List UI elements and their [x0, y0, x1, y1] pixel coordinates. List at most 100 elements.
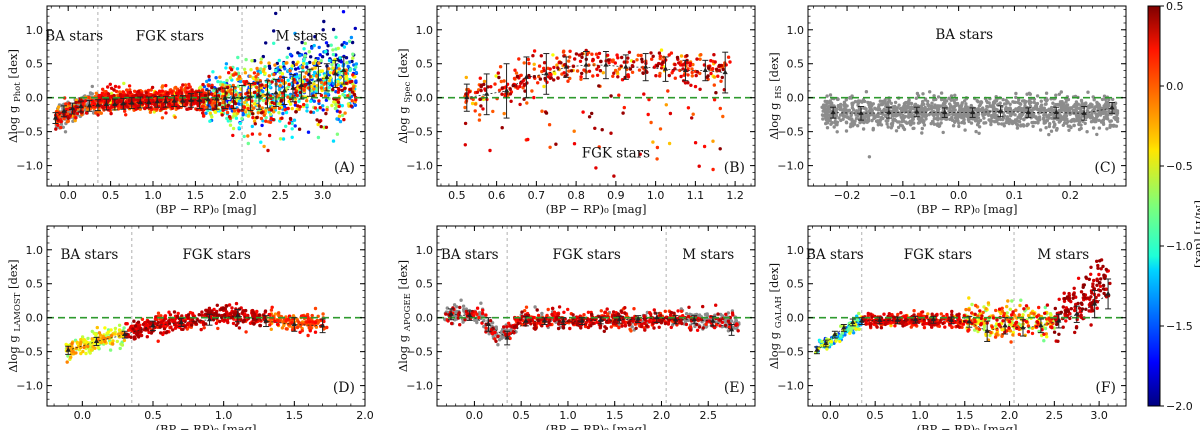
data-point: [234, 72, 238, 76]
data-point: [617, 93, 621, 97]
data-point: [607, 61, 611, 65]
scatter-points: [64, 301, 329, 364]
data-point: [336, 46, 340, 51]
data-point: [331, 139, 336, 143]
data-point: [1108, 123, 1113, 127]
data-point: [111, 342, 115, 346]
y-axis-label-main: Δlog g: [6, 102, 20, 143]
data-point: [876, 119, 880, 123]
data-point: [986, 105, 990, 109]
data-point: [984, 99, 989, 103]
y-tick-label: 1.0: [416, 24, 434, 37]
data-point: [898, 123, 903, 127]
data-point: [341, 92, 345, 97]
data-point: [258, 132, 262, 136]
binned-median-marker: [163, 98, 169, 104]
data-point: [496, 71, 500, 75]
data-point: [1021, 107, 1026, 111]
data-point: [208, 100, 212, 105]
data-point: [711, 167, 715, 172]
data-point: [640, 57, 644, 61]
data-point: [712, 53, 716, 57]
data-point: [244, 57, 248, 62]
data-point: [281, 62, 286, 66]
data-point: [920, 126, 924, 131]
data-point: [711, 67, 715, 71]
data-point: [927, 103, 931, 108]
data-point: [327, 81, 331, 86]
data-point: [669, 51, 674, 55]
data-point: [897, 103, 901, 107]
data-point: [981, 113, 985, 118]
data-point: [850, 106, 855, 110]
data-point: [301, 65, 305, 69]
data-point: [844, 121, 849, 125]
data-point: [655, 145, 660, 150]
y-tick-label: 1.0: [26, 24, 44, 37]
data-point: [318, 53, 322, 57]
data-point: [824, 121, 828, 126]
data-point: [909, 123, 913, 127]
data-point: [64, 107, 69, 112]
data-point: [616, 75, 620, 79]
data-point: [651, 140, 655, 144]
data-point: [895, 107, 899, 112]
binned-median-marker: [61, 108, 67, 113]
data-point: [532, 95, 536, 100]
data-point: [847, 108, 852, 113]
data-point: [106, 85, 110, 89]
data-point: [349, 35, 354, 40]
data-point: [941, 130, 945, 135]
data-point: [477, 118, 482, 122]
data-point: [181, 83, 185, 87]
y-tick-label: 0.5: [416, 58, 434, 71]
data-point: [277, 111, 281, 115]
data-point: [288, 116, 293, 121]
data-point: [269, 327, 273, 331]
data-point: [977, 104, 982, 108]
binned-median-marker: [197, 97, 203, 102]
data-point: [201, 82, 205, 87]
data-point: [108, 82, 113, 87]
data-point: [351, 86, 355, 90]
data-point: [310, 46, 314, 50]
data-point: [873, 115, 877, 120]
data-point: [303, 54, 307, 58]
data-point: [205, 79, 209, 84]
data-point: [164, 111, 168, 115]
data-point: [253, 122, 257, 126]
data-point: [628, 67, 633, 71]
data-point: [549, 76, 553, 80]
data-point: [354, 70, 358, 75]
data-point: [1012, 120, 1016, 125]
data-point: [1097, 118, 1101, 123]
data-point: [256, 72, 260, 76]
data-point: [512, 76, 517, 81]
data-point: [237, 74, 242, 79]
data-point: [288, 72, 293, 76]
data-point: [719, 79, 723, 83]
binned-median-marker: [95, 102, 101, 107]
data-point: [64, 342, 68, 347]
data-point: [321, 28, 325, 32]
data-point: [242, 80, 246, 84]
region-label: BA stars: [935, 27, 993, 43]
x-tick-label: 3.0: [314, 189, 332, 202]
x-tick-label: 0.6: [488, 189, 506, 202]
data-point: [308, 60, 312, 65]
data-point: [94, 91, 99, 96]
data-point: [151, 98, 155, 102]
data-point: [825, 99, 829, 104]
data-point: [580, 55, 584, 59]
data-point: [228, 123, 233, 127]
data-point: [243, 71, 248, 75]
data-point: [497, 75, 501, 80]
data-point: [196, 104, 200, 108]
data-point: [499, 79, 503, 84]
data-point: [1022, 117, 1026, 122]
data-point: [886, 125, 890, 129]
data-point: [832, 125, 836, 129]
data-point: [277, 58, 281, 63]
data-point: [881, 109, 886, 113]
data-point: [301, 62, 306, 66]
